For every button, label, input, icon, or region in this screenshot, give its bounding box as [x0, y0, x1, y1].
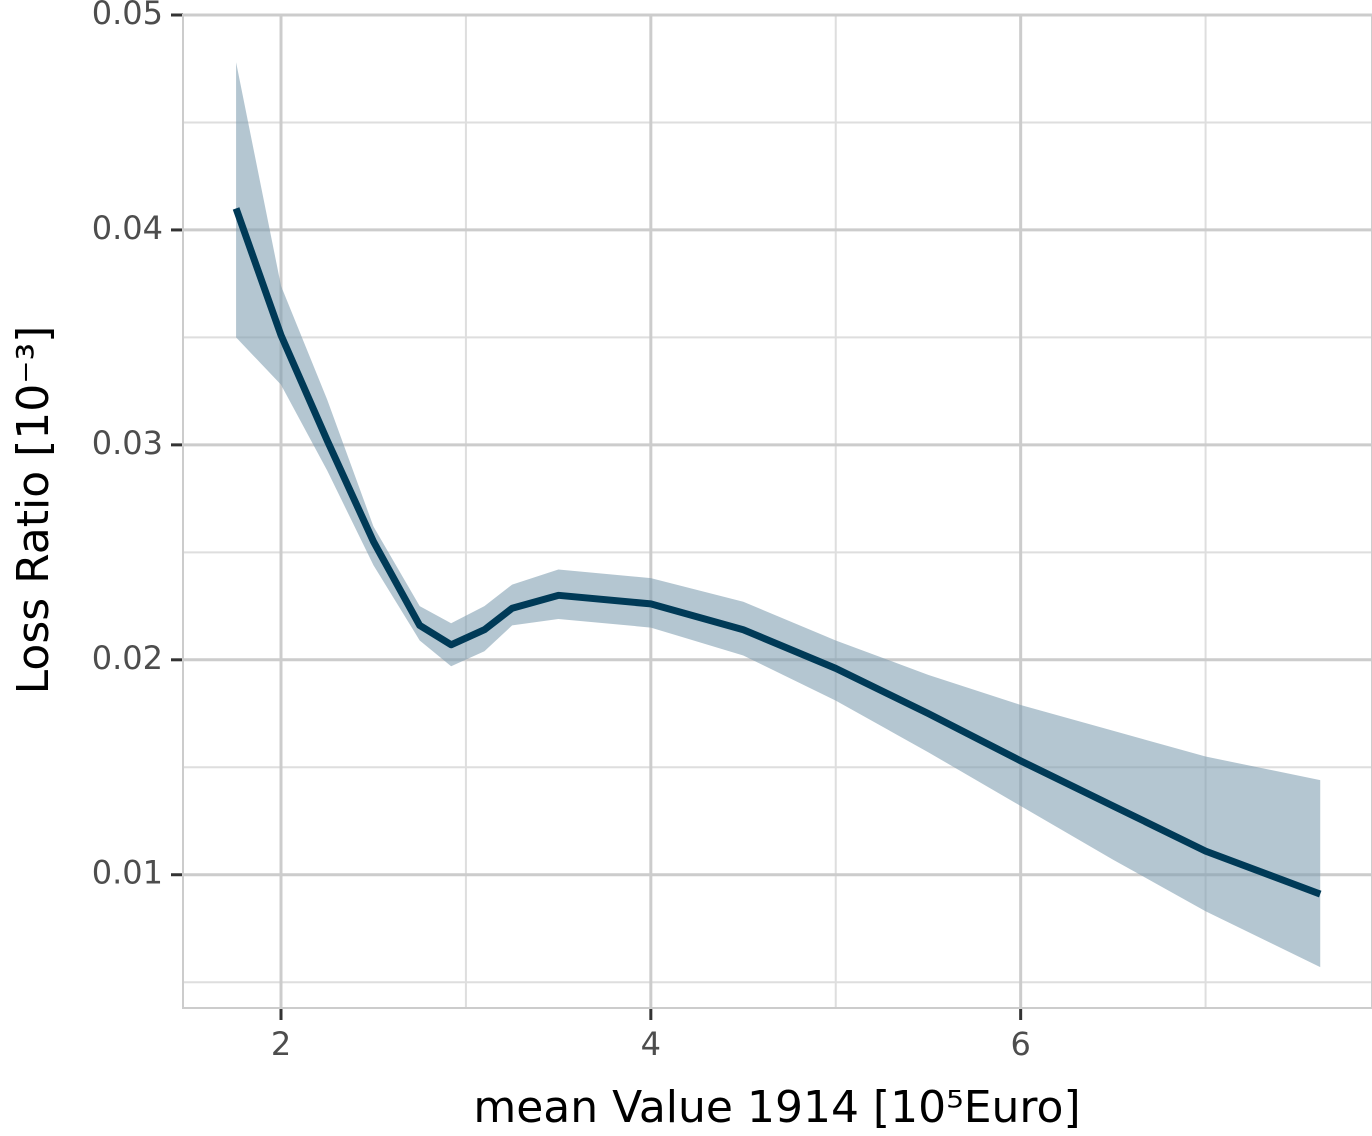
y-tick-label: 0.01 — [92, 854, 163, 892]
x-axis-title: mean Value 1914 [10⁵Euro] — [473, 1082, 1080, 1133]
y-axis-title: Loss Ratio [10⁻³] — [8, 326, 59, 695]
panel-border — [182, 14, 1372, 1009]
x-tick-label: 2 — [271, 1025, 291, 1063]
confidence-band — [236, 62, 1321, 968]
x-tick-label: 4 — [641, 1025, 661, 1063]
y-tick-label: 0.04 — [92, 209, 163, 247]
x-tick-label: 6 — [1010, 1025, 1030, 1063]
y-tick-label: 0.03 — [92, 424, 163, 462]
y-tick-label: 0.05 — [92, 0, 163, 32]
y-tick-label: 0.02 — [92, 639, 163, 677]
smooth-line — [232, 207, 1322, 898]
